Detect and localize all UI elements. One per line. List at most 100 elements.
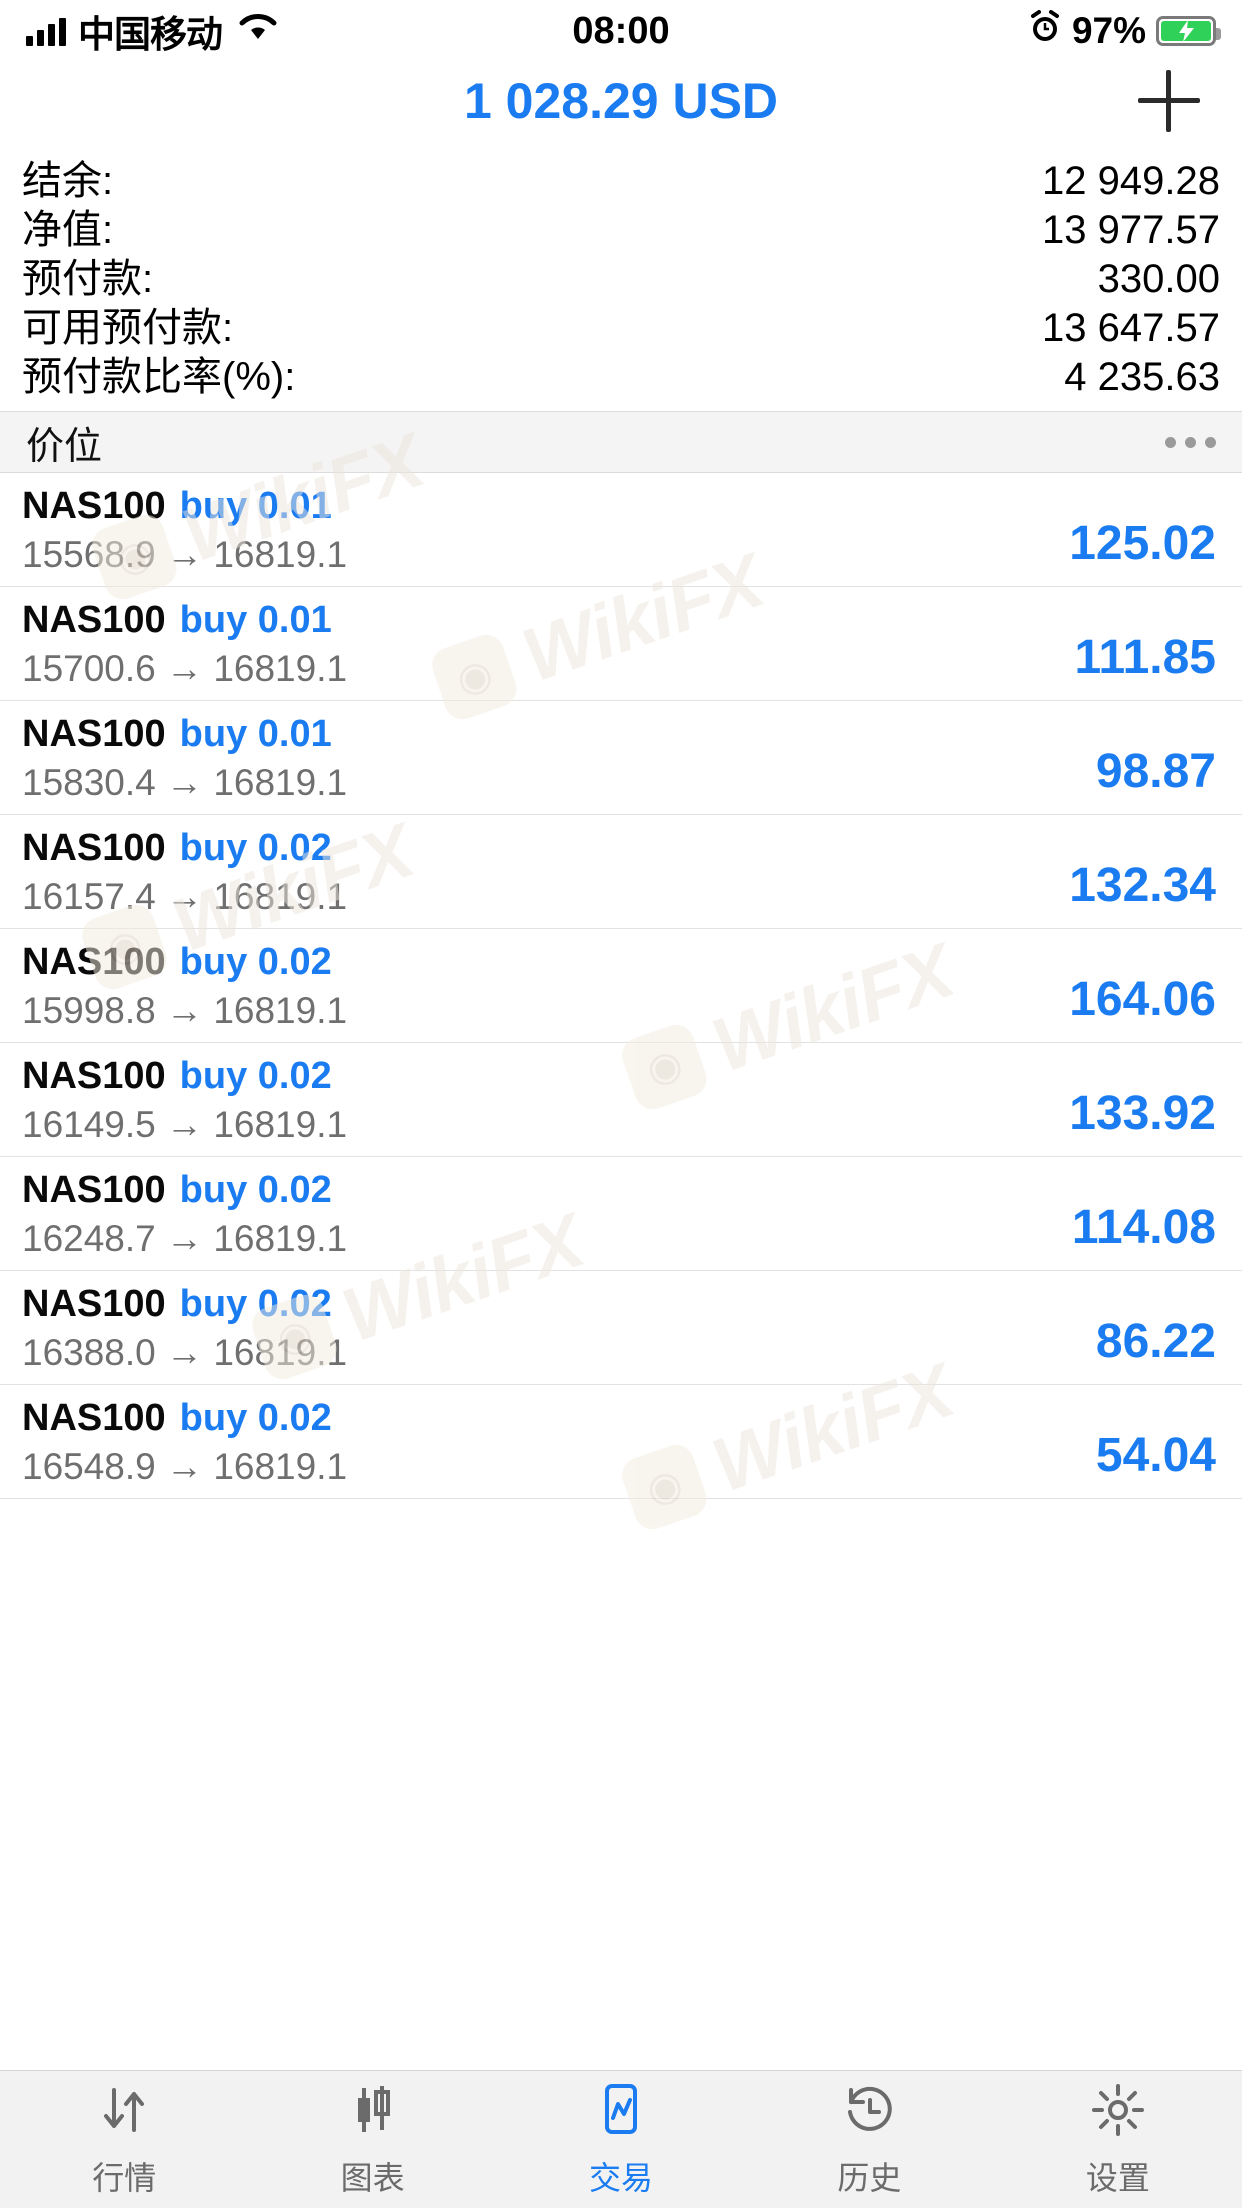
tab-label: 图表 [340,2159,405,2196]
position-info: NAS100 buy 0.02 16157.4 → 16819.1 [22,827,347,918]
position-info: NAS100 buy 0.01 15568.9 → 16819.1 [22,485,347,576]
table-row[interactable]: NAS100 buy 0.02 16388.0 → 16819.1 86.22 [0,1271,1242,1385]
summary-label: 可用预付款: [22,306,234,350]
summary-row: 净值: 13 977.57 [22,197,1220,252]
table-row[interactable]: NAS100 buy 0.02 15998.8 → 16819.1 164.06 [0,929,1242,1043]
status-bar-time: 08:00 [572,9,670,52]
position-info: NAS100 buy 0.01 15700.6 → 16819.1 [22,599,347,690]
tab-charts[interactable]: 图表 [248,2081,496,2199]
position-current-price: 16819.1 [213,876,348,917]
arrow-right-icon: → [166,1332,204,1373]
tab-history[interactable]: 历史 [745,2081,993,2199]
position-symbol: NAS100 [22,827,166,869]
position-info: NAS100 buy 0.02 16248.7 → 16819.1 [22,1169,347,1260]
position-symbol: NAS100 [22,599,166,641]
position-side: buy 0.02 [179,941,332,983]
position-current-price: 16819.1 [213,648,348,689]
summary-value: 13 977.57 [1042,208,1220,252]
position-open-price: 15830.4 [22,762,156,803]
position-open-price: 15568.9 [22,534,156,575]
position-info: NAS100 buy 0.02 16388.0 → 16819.1 [22,1283,347,1374]
positions-section-header: 价位 [0,411,1242,473]
summary-label: 结余: [22,159,114,203]
summary-value: 13 647.57 [1042,306,1220,350]
arrow-right-icon: → [166,1446,204,1487]
position-open-price: 16149.5 [22,1104,156,1145]
table-row[interactable]: NAS100 buy 0.02 16548.9 → 16819.1 54.04 [0,1385,1242,1499]
trade-phone-chart-icon [593,2081,649,2139]
position-side: buy 0.01 [179,599,332,641]
position-profit: 132.34 [1069,859,1216,912]
summary-label: 预付款比率(%): [22,355,296,399]
quotes-arrows-icon [96,2081,152,2139]
position-current-price: 16819.1 [213,990,348,1031]
arrow-right-icon: → [166,1218,204,1259]
table-row[interactable]: NAS100 buy 0.01 15700.6 → 16819.1 111.85 [0,587,1242,701]
position-profit: 86.22 [1095,1315,1216,1368]
position-symbol: NAS100 [22,1283,166,1325]
position-info: NAS100 buy 0.01 15830.4 → 16819.1 [22,713,347,804]
position-side: buy 0.02 [179,1397,332,1439]
position-profit: 164.06 [1069,973,1216,1026]
tab-label: 交易 [589,2159,654,2196]
summary-value: 330.00 [1097,257,1220,301]
table-row[interactable]: NAS100 buy 0.02 16248.7 → 16819.1 114.08 [0,1157,1242,1271]
status-bar-left: 中国移动 [26,4,278,58]
table-row[interactable]: NAS100 buy 0.01 15830.4 → 16819.1 98.87 [0,701,1242,815]
wifi-icon [238,10,278,52]
battery-charging-icon [1156,16,1221,46]
position-info: NAS100 buy 0.02 15998.8 → 16819.1 [22,941,347,1032]
tab-settings[interactable]: 设置 [994,2081,1242,2199]
position-current-price: 16819.1 [213,1104,348,1145]
summary-label: 净值: [22,208,114,252]
position-symbol: NAS100 [22,941,166,983]
arrow-right-icon: → [166,990,204,1031]
more-options-icon[interactable] [1165,436,1216,448]
position-open-price: 15998.8 [22,990,156,1031]
position-profit: 125.02 [1069,517,1216,570]
position-side: buy 0.01 [179,713,332,755]
position-info: NAS100 buy 0.02 16149.5 → 16819.1 [22,1055,347,1146]
position-side: buy 0.02 [179,1169,332,1211]
position-symbol: NAS100 [22,485,166,527]
plus-icon[interactable] [1138,70,1200,132]
summary-row: 预付款: 330.00 [22,246,1220,301]
position-side: buy 0.01 [179,485,332,527]
position-side: buy 0.02 [179,827,332,869]
candlestick-chart-icon [345,2081,401,2139]
account-header: 1 028.29 USD [0,62,1242,140]
table-row[interactable]: NAS100 buy 0.02 16149.5 → 16819.1 133.92 [0,1043,1242,1157]
position-current-price: 16819.1 [213,762,348,803]
history-clock-icon [841,2081,897,2139]
position-open-price: 15700.6 [22,648,156,689]
table-row[interactable]: NAS100 buy 0.01 15568.9 → 16819.1 125.02 [0,473,1242,587]
position-open-price: 16388.0 [22,1332,156,1373]
position-open-price: 16248.7 [22,1218,156,1259]
page-title: 1 028.29 USD [463,73,779,129]
tab-trade[interactable]: 交易 [497,2081,745,2199]
arrow-right-icon: → [166,648,204,689]
arrow-right-icon: → [166,534,204,575]
summary-row: 结余: 12 949.28 [22,148,1220,203]
tab-label: 行情 [92,2159,157,2196]
summary-row: 预付款比率(%): 4 235.63 [22,344,1220,399]
position-profit: 114.08 [1071,1201,1216,1254]
position-profit: 54.04 [1095,1429,1216,1482]
section-title: 价位 [26,425,103,468]
position-current-price: 16819.1 [213,1218,348,1259]
summary-value: 4 235.63 [1064,355,1220,399]
gear-icon [1090,2081,1146,2139]
positions-list: NAS100 buy 0.01 15568.9 → 16819.1 125.02… [0,473,1242,1499]
summary-row: 可用预付款: 13 647.57 [22,295,1220,350]
arrow-right-icon: → [166,1104,204,1145]
table-row[interactable]: NAS100 buy 0.02 16157.4 → 16819.1 132.34 [0,815,1242,929]
account-summary: 结余: 12 949.28 净值: 13 977.57 预付款: 330.00 … [0,140,1242,399]
position-symbol: NAS100 [22,1055,166,1097]
position-profit: 98.87 [1095,745,1216,798]
position-side: buy 0.02 [179,1283,332,1325]
tab-quotes[interactable]: 行情 [0,2081,248,2199]
position-symbol: NAS100 [22,1169,166,1211]
position-symbol: NAS100 [22,713,166,755]
position-profit: 111.85 [1074,631,1216,684]
summary-label: 预付款: [22,257,154,301]
